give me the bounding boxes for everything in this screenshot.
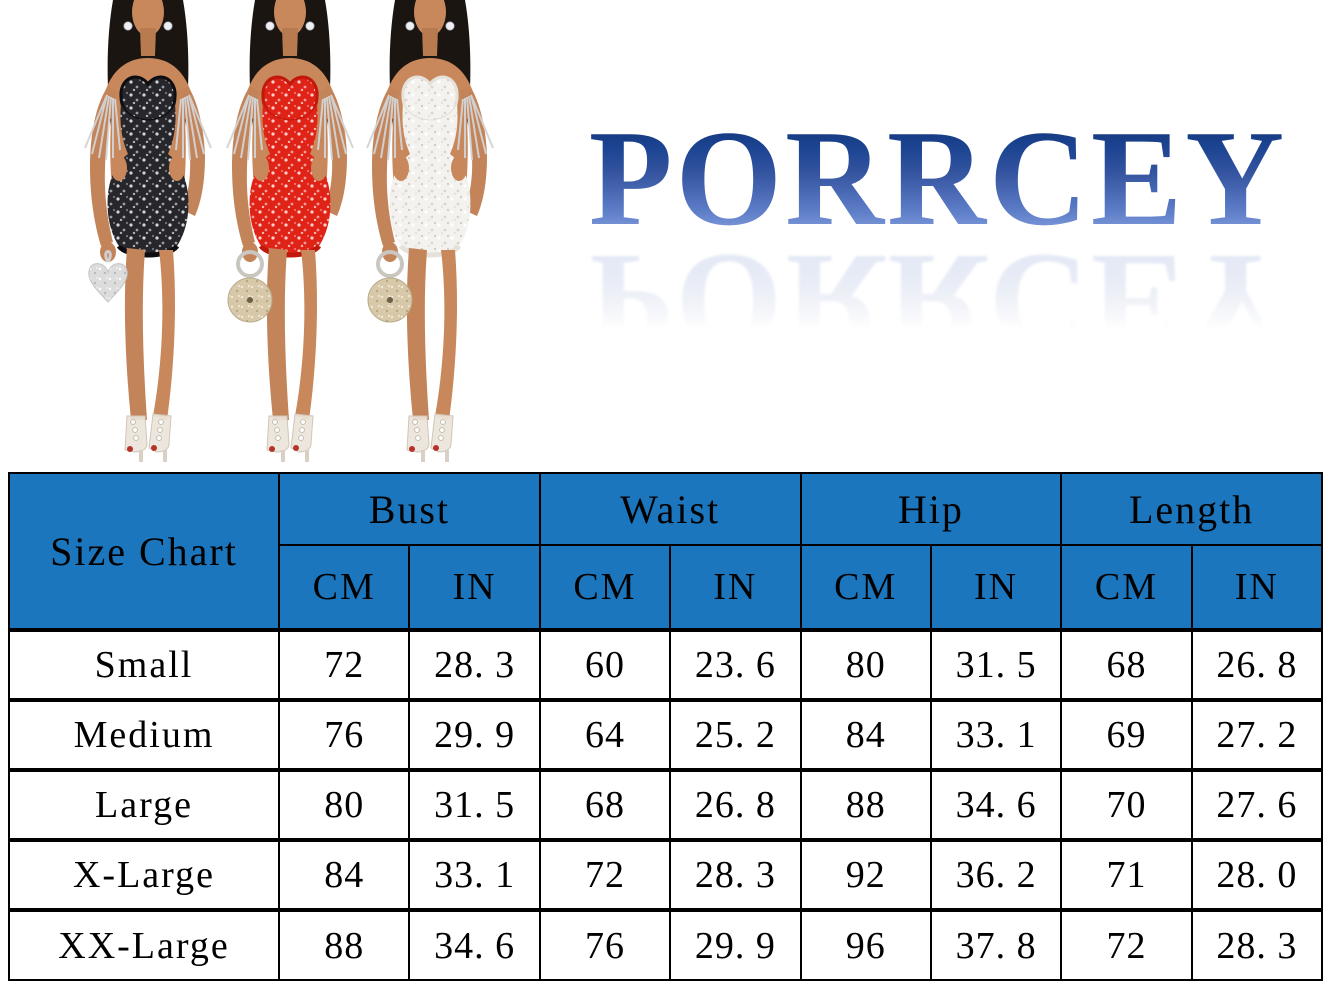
measurement-value: 96 xyxy=(799,908,932,981)
unit-header-in: IN xyxy=(408,544,541,631)
table-row-x-large: X-Large 84 33. 1 72 28. 3 92 36. 2 71 28… xyxy=(8,838,1323,911)
measurement-value: 68 xyxy=(538,768,672,841)
unit-header-cm: CM xyxy=(538,544,672,631)
unit-header-cm: CM xyxy=(799,544,932,631)
measurement-value: 68 xyxy=(1060,628,1193,701)
measurement-value: 92 xyxy=(799,838,932,911)
measurement-value: 28. 3 xyxy=(1190,908,1323,981)
measurement-value: 34. 6 xyxy=(929,768,1063,841)
size-chart-table: Size Chart Bust Waist Hip Length CM IN C… xyxy=(8,472,1323,981)
size-label: X-Large xyxy=(8,838,280,911)
brand-logo-text: PORRCEY xyxy=(553,110,1323,247)
measurement-value: 80 xyxy=(277,768,411,841)
column-group-bust: Bust xyxy=(278,472,541,546)
measurement-value: 34. 6 xyxy=(408,908,541,981)
measurement-value: 88 xyxy=(799,768,932,841)
measurement-value: 76 xyxy=(277,698,411,771)
brand-logo-reflection: PORRCEY xyxy=(553,226,1323,378)
unit-header-cm: CM xyxy=(1060,544,1193,631)
measurement-value: 26. 8 xyxy=(669,768,802,841)
measurement-value: 80 xyxy=(799,628,932,701)
measurement-value: 33. 1 xyxy=(408,838,541,911)
measurement-value: 64 xyxy=(538,698,672,771)
column-group-hip: Hip xyxy=(799,472,1063,546)
measurement-value: 26. 8 xyxy=(1190,628,1323,701)
ring-ball-clutch-icon xyxy=(366,250,414,324)
measurement-value: 29. 9 xyxy=(408,698,541,771)
measurement-value: 76 xyxy=(538,908,672,981)
column-group-length: Length xyxy=(1060,472,1323,546)
measurement-value: 88 xyxy=(277,908,411,981)
measurement-value: 37. 8 xyxy=(929,908,1063,981)
unit-header-cm: CM xyxy=(277,544,411,631)
heart-clutch-icon xyxy=(87,250,129,304)
measurement-value: 27. 2 xyxy=(1190,698,1323,771)
brand-logo: PORRCEY PORRCEY xyxy=(553,110,1323,379)
measurement-value: 31. 5 xyxy=(929,628,1063,701)
measurement-value: 27. 6 xyxy=(1190,768,1323,841)
measurement-value: 84 xyxy=(799,698,932,771)
measurement-value: 36. 2 xyxy=(929,838,1063,911)
model-red-dress xyxy=(227,0,353,462)
measurement-value: 72 xyxy=(277,628,411,701)
size-label: Medium xyxy=(8,698,280,771)
measurement-value: 28. 0 xyxy=(1190,838,1323,911)
measurement-value: 84 xyxy=(277,838,411,911)
column-group-waist: Waist xyxy=(538,472,802,546)
measurement-value: 33. 1 xyxy=(929,698,1063,771)
measurement-value: 28. 3 xyxy=(669,838,802,911)
unit-header-in: IN xyxy=(1190,544,1323,631)
model-black-dress xyxy=(85,0,211,462)
unit-header-in: IN xyxy=(929,544,1063,631)
table-row-small: Small 72 28. 3 60 23. 6 80 31. 5 68 26. … xyxy=(8,628,1323,701)
measurement-value: 69 xyxy=(1060,698,1193,771)
measurement-value: 25. 2 xyxy=(669,698,802,771)
measurement-value: 70 xyxy=(1060,768,1193,841)
hero-models-photo xyxy=(33,0,538,466)
measurement-value: 72 xyxy=(538,838,672,911)
size-label: Small xyxy=(8,628,280,701)
unit-header-in: IN xyxy=(669,544,802,631)
table-row-large: Large 80 31. 5 68 26. 8 88 34. 6 70 27. … xyxy=(8,768,1323,841)
measurement-value: 71 xyxy=(1060,838,1193,911)
size-label: Large xyxy=(8,768,280,841)
measurement-value: 72 xyxy=(1060,908,1193,981)
model-white-dress xyxy=(367,0,493,462)
measurement-value: 29. 9 xyxy=(669,908,802,981)
size-chart-title: Size Chart xyxy=(8,472,280,631)
ring-ball-clutch-icon xyxy=(226,250,274,324)
table-row-medium: Medium 76 29. 9 64 25. 2 84 33. 1 69 27.… xyxy=(8,698,1323,771)
measurement-value: 60 xyxy=(538,628,672,701)
measurement-value: 31. 5 xyxy=(408,768,541,841)
size-label: XX-Large xyxy=(8,908,280,981)
table-row-xx-large: XX-Large 88 34. 6 76 29. 9 96 37. 8 72 2… xyxy=(8,908,1323,981)
measurement-value: 23. 6 xyxy=(669,628,802,701)
measurement-value: 28. 3 xyxy=(408,628,541,701)
